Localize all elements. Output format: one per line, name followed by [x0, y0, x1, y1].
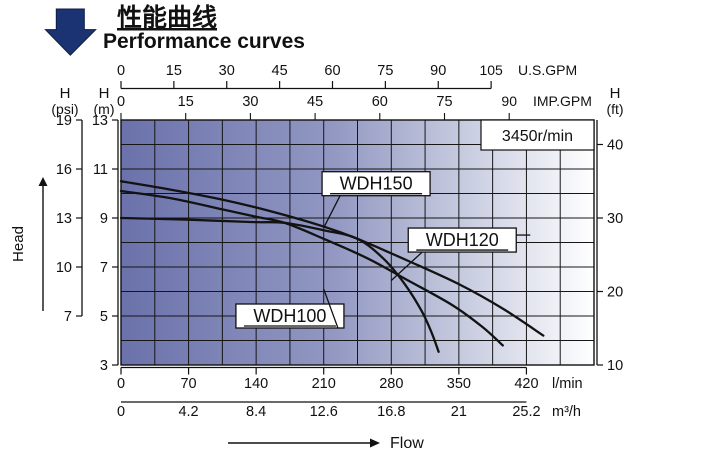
svg-text:75: 75 [436, 94, 452, 110]
svg-text:10: 10 [56, 260, 72, 276]
svg-text:l/min: l/min [552, 376, 583, 392]
svg-text:0: 0 [117, 63, 125, 79]
svg-text:Performance curves: Performance curves [103, 30, 305, 53]
svg-text:U.S.GPM: U.S.GPM [518, 62, 577, 78]
svg-text:0: 0 [117, 404, 125, 420]
svg-text:70: 70 [180, 376, 196, 392]
svg-text:WDH120: WDH120 [426, 230, 499, 250]
svg-text:WDH150: WDH150 [340, 174, 413, 194]
svg-text:60: 60 [324, 63, 340, 79]
svg-text:(psi): (psi) [51, 101, 78, 117]
svg-text:IMP.GPM: IMP.GPM [533, 93, 592, 109]
svg-text:420: 420 [514, 376, 538, 392]
svg-text:15: 15 [178, 94, 194, 110]
svg-text:140: 140 [244, 376, 268, 392]
svg-text:20: 20 [607, 285, 623, 301]
svg-text:4.2: 4.2 [178, 404, 198, 420]
svg-text:7: 7 [100, 260, 108, 276]
svg-text:90: 90 [501, 93, 517, 109]
svg-text:21: 21 [451, 404, 467, 420]
svg-text:m³/h: m³/h [552, 404, 581, 420]
svg-text:10: 10 [607, 358, 623, 374]
svg-text:90: 90 [430, 63, 446, 79]
svg-text:45: 45 [272, 63, 288, 79]
svg-text:25.2: 25.2 [512, 404, 540, 420]
svg-text:3450r/min: 3450r/min [502, 128, 573, 145]
svg-text:11: 11 [93, 162, 108, 178]
svg-text:Head: Head [10, 226, 27, 262]
svg-text:30: 30 [242, 94, 258, 110]
svg-text:Flow: Flow [390, 435, 424, 452]
svg-text:30: 30 [607, 211, 623, 227]
svg-text:16: 16 [56, 162, 72, 178]
svg-text:3: 3 [100, 358, 108, 374]
svg-text:(ft): (ft) [606, 101, 623, 117]
svg-text:7: 7 [64, 309, 72, 325]
svg-text:15: 15 [166, 63, 182, 79]
svg-text:0: 0 [117, 376, 125, 392]
svg-text:45: 45 [307, 94, 323, 110]
svg-text:H: H [60, 85, 71, 102]
svg-text:75: 75 [377, 63, 393, 79]
svg-text:13: 13 [56, 211, 72, 227]
svg-text:WDH100: WDH100 [253, 306, 326, 326]
svg-text:5: 5 [100, 309, 108, 325]
svg-text:16.8: 16.8 [377, 404, 405, 420]
svg-text:H: H [610, 85, 621, 102]
svg-text:280: 280 [379, 376, 403, 392]
svg-text:30: 30 [219, 63, 235, 79]
svg-text:(m): (m) [94, 101, 115, 117]
svg-text:性能曲线: 性能曲线 [117, 3, 217, 32]
svg-text:8.4: 8.4 [246, 404, 266, 420]
svg-text:H: H [99, 85, 110, 102]
svg-text:0: 0 [117, 94, 125, 110]
svg-text:105: 105 [479, 62, 503, 78]
svg-text:350: 350 [447, 376, 471, 392]
svg-text:210: 210 [312, 376, 336, 392]
svg-text:40: 40 [607, 138, 623, 154]
svg-text:12.6: 12.6 [310, 404, 338, 420]
svg-text:60: 60 [372, 94, 388, 110]
svg-text:9: 9 [100, 211, 108, 227]
